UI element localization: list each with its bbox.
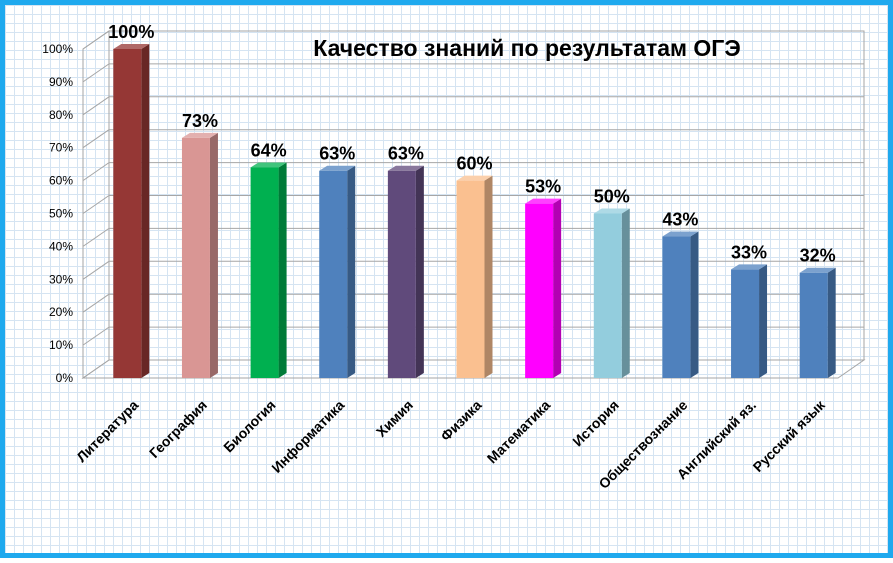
bar-top — [799, 267, 836, 273]
gridline-side — [82, 63, 110, 83]
bar-top — [113, 44, 150, 49]
bar-front — [319, 170, 348, 378]
bar-front — [525, 203, 554, 378]
y-tick-label: 90% — [49, 75, 73, 89]
bar-front — [593, 213, 622, 378]
bar — [593, 208, 630, 378]
x-tick-label: Русский язык — [750, 396, 829, 475]
gridline-side — [82, 129, 110, 149]
x-tick-label: Биология — [220, 397, 279, 456]
bar-top — [181, 132, 218, 138]
y-tick-label: 100% — [42, 42, 73, 56]
y-tick-label: 60% — [49, 174, 73, 188]
gridline-side — [82, 227, 110, 247]
bar-front — [387, 170, 416, 378]
bar-side — [278, 162, 287, 378]
data-labels: 100% 73% 64% 63% 63% 60% 53% 50% 43% 33% 32% — [108, 22, 835, 266]
y-tick-label: 30% — [49, 272, 73, 286]
bar-front — [456, 180, 485, 378]
x-tick-label: Математика — [484, 397, 554, 467]
y-tick-label: 40% — [49, 239, 73, 253]
bar-front — [799, 272, 828, 378]
bar-side — [759, 264, 768, 378]
data-label: 63% — [319, 144, 355, 164]
gridline-side — [82, 96, 110, 116]
bar-side — [827, 267, 836, 378]
data-label: 73% — [182, 111, 218, 131]
floor — [81, 359, 866, 379]
x-tick-label: Литература — [73, 397, 141, 465]
bar-side — [141, 44, 150, 378]
bar-top — [662, 231, 699, 237]
bar — [456, 175, 493, 378]
data-label: 53% — [525, 177, 561, 197]
bar-top — [593, 208, 630, 214]
bar-chart: 0% 10% 20% 30% 40% 50% 60% 70% 80% 90% 100% 100% 73… — [42, 22, 866, 492]
bar — [525, 198, 562, 378]
gridline-side — [82, 326, 110, 346]
bar-top — [456, 175, 493, 181]
bar — [662, 231, 699, 378]
bar-top — [250, 162, 287, 168]
bar — [319, 165, 356, 378]
bar-top — [319, 165, 356, 171]
bar-top — [525, 198, 562, 204]
bar-front — [113, 49, 142, 378]
bar-side — [484, 175, 493, 378]
bar-front — [181, 137, 210, 378]
bar-side — [553, 198, 562, 378]
chart-title: Качество знаний по результатам ОГЭ — [313, 35, 740, 61]
bar — [181, 132, 218, 378]
bar — [250, 162, 287, 378]
gridline-side — [82, 162, 110, 182]
y-tick-label: 80% — [49, 108, 73, 122]
data-label: 43% — [662, 210, 698, 230]
bar-side — [621, 208, 630, 378]
x-tick-label: Физика — [437, 397, 484, 444]
bar-top — [387, 165, 424, 171]
bar — [731, 264, 768, 378]
bar-top — [731, 264, 768, 270]
data-label: 32% — [800, 246, 836, 266]
gridline-side — [82, 293, 110, 313]
data-label: 50% — [594, 187, 630, 207]
x-tick-label: Химия — [373, 397, 416, 440]
bar-front — [250, 167, 279, 378]
bar-side — [690, 231, 699, 378]
data-label: 64% — [251, 140, 287, 160]
data-label: 100% — [108, 22, 154, 42]
bars — [113, 44, 836, 378]
bar-front — [662, 236, 691, 378]
y-tick-label: 20% — [49, 305, 73, 319]
y-axis-ticks: 0% 10% 20% 30% 40% 50% 60% 70% 80% 90% 100% — [42, 42, 73, 385]
bar-side — [415, 165, 424, 378]
x-tick-label: География — [146, 397, 210, 461]
bar — [113, 44, 150, 378]
bar — [387, 165, 424, 378]
bar-side — [209, 132, 218, 378]
data-label: 60% — [456, 154, 492, 174]
gridline-side — [82, 195, 110, 214]
bar-side — [347, 165, 356, 378]
y-tick-label: 10% — [49, 338, 73, 352]
y-tick-label: 0% — [56, 371, 74, 385]
data-label: 63% — [388, 144, 424, 164]
x-tick-label: История — [569, 397, 622, 450]
x-tick-label: Информатика — [268, 397, 347, 476]
bar — [799, 267, 836, 378]
data-label: 33% — [731, 242, 767, 262]
y-tick-label: 70% — [49, 141, 73, 155]
gridline-side — [82, 260, 110, 280]
y-tick-label: 50% — [49, 207, 73, 221]
gridline-side — [82, 30, 110, 50]
bar-front — [731, 269, 760, 378]
